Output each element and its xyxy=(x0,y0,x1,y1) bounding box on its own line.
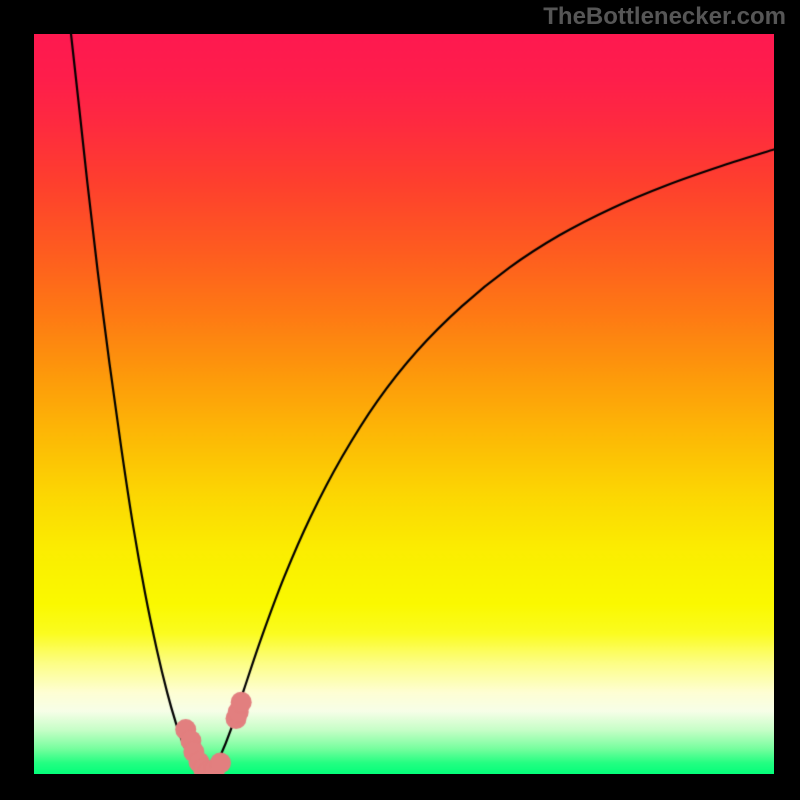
bottleneck-v-curve-chart xyxy=(34,34,774,774)
chart-stage: TheBottlenecker.com xyxy=(0,0,800,800)
watermark-text: TheBottlenecker.com xyxy=(543,3,786,31)
plot-area xyxy=(34,34,774,774)
